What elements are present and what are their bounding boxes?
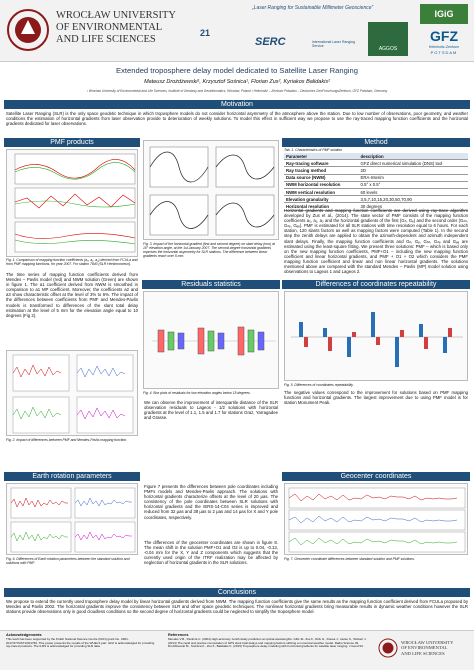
table-row: Data source (NWM) ERA-Interim — [284, 174, 468, 182]
table-header-row: Parameter description — [284, 153, 468, 161]
table-cell: 2D — [358, 166, 468, 175]
section-text: Satellite Laser Ranging (SLR) is the onl… — [6, 111, 468, 127]
header: WROCŁAW UNIVERSITY OF ENVIRONMENTAL AND … — [0, 0, 474, 62]
table-row: NWM vertical resolution 60 levels — [284, 188, 468, 197]
section-heading: Motivation — [4, 100, 470, 109]
affiliations: ¹ Wrocław University of Environmental an… — [86, 89, 388, 93]
footer-university: WROCŁAW UNIVERSITY OF ENVIRONMENTAL AND … — [401, 640, 454, 656]
authors: Mateusz Drożdżewski¹, Krzysztof Sośnica¹… — [144, 79, 330, 85]
table-cell: Ray-tracing software — [284, 159, 359, 168]
table-row: Elevation granularity 3,5,7,10,15,20,30,5… — [284, 195, 468, 204]
table-cell: ERA-Interim — [358, 174, 468, 182]
table-row: NWM horizontal resolution 0.5° x 0.5° — [284, 181, 468, 189]
logo-gfz: GFZ — [430, 28, 458, 44]
figure-caption: Fig. 3. Impact of the horizontal gradien… — [143, 242, 275, 258]
section-heading: Conclusions — [4, 588, 470, 597]
table-cell: Data source (NWM) — [284, 174, 359, 182]
logo-igig: IGiG — [420, 4, 468, 24]
figure-caption: Fig. 5. Differences of coordinates repea… — [284, 383, 354, 387]
table-cell: NWM horizontal resolution — [284, 181, 359, 189]
footer-logo-line: WROCŁAW UNIVERSITY — [401, 640, 454, 645]
table-cell: Ray tracing method — [284, 166, 359, 175]
figure-caption: Fig. 7. Geocenter coordinate differences… — [284, 557, 415, 561]
logo-21: 21 — [200, 28, 211, 38]
university-crest — [7, 9, 49, 51]
logo-aggos: AGGOS — [378, 46, 398, 52]
table-cell: 3,5,7,10,15,20,30,50,70,90 — [358, 195, 468, 204]
figure-coefficients — [6, 149, 138, 257]
section-text: Horizontal gradients and mapping functio… — [284, 208, 468, 275]
table-row: Ray-tracing software GFZ direct numerical… — [284, 159, 468, 168]
footer — [0, 630, 474, 670]
table-cell: NWM vertical resolution — [284, 188, 359, 197]
footer-logo-line: AND LIFE SCIENCES — [401, 650, 445, 656]
table-header: Parameter — [284, 153, 359, 161]
section-text: We can observe the improvement of interq… — [144, 400, 278, 421]
table-row: Ray tracing method 2D — [284, 166, 468, 175]
figure-caption: Fig. 6. Differences of Earth rotation pa… — [6, 557, 130, 565]
table-caption: Tab. 1. Characteristics of PMF solution — [284, 148, 343, 152]
section-heading: Method — [282, 138, 470, 147]
figure-slant-delay — [6, 350, 138, 436]
section-text: The negative values correspond to the im… — [284, 390, 468, 406]
logo-serc: SERC — [255, 36, 286, 48]
parameter-table: Parameter description Ray-tracing softwa… — [284, 153, 468, 211]
footer-heading: References — [168, 633, 189, 637]
table-header: description — [358, 153, 468, 161]
table-wrapper: Parameter description Ray-tracing softwa… — [284, 153, 468, 211]
university-line: WROCŁAW UNIVERSITY — [56, 10, 176, 21]
figure-caption: Fig. 1. Comparison of mapping function c… — [6, 258, 138, 266]
footer-text: Mendes V.B., Pavlis E.C. (2004) High-acc… — [168, 637, 367, 649]
footer-heading: Acknowledgements — [6, 633, 42, 637]
table-cell: 0.5° x 0.5° — [358, 181, 468, 189]
figure-geocenter — [284, 483, 468, 555]
university-name: WROCŁAW UNIVERSITY OF ENVIRONMENTAL AND … — [56, 10, 176, 46]
section-text: We propose to extend the currently used … — [6, 599, 468, 615]
table-row: Horizontal resolution 30 degrees — [284, 202, 468, 211]
table-cell: GFZ direct numerical simulation (DNS) to… — [358, 159, 468, 168]
footer-text: This work has been supported by the Poli… — [6, 637, 155, 649]
logo-helmholtz: Helmholtz-Zentrum — [428, 45, 460, 49]
poster-title: Extended troposphere delay model dedicat… — [116, 66, 358, 75]
table-cell: 30 degrees — [358, 202, 468, 211]
section-heading: Geocenter coordinates — [282, 472, 470, 481]
logo-potsdam: POTSDAM — [430, 50, 458, 55]
logo-aggos-box: AGGOS — [368, 22, 408, 56]
table-cell: Horizontal resolution — [284, 202, 359, 211]
footer-logo-line: OF ENVIRONMENTAL — [401, 645, 448, 651]
logo-ilrs: International Laser Ranging Service — [312, 40, 356, 48]
figure-repeatability — [284, 291, 468, 381]
figure-caption: Fig. 4. Box plots of residuals for low e… — [143, 391, 251, 395]
table-cell: 60 levels — [358, 188, 468, 197]
figure-gradients — [143, 140, 279, 240]
section-heading: Differences of coordinates repeatability — [282, 280, 470, 289]
table-cell: Elevation granularity — [284, 195, 359, 204]
section-text: The differences of the geocenter coordin… — [144, 540, 278, 566]
figure-earth-rotation — [6, 483, 138, 555]
section-heading: PMF products — [4, 138, 140, 147]
section-heading: Residuals statistics — [142, 280, 280, 289]
section-text: Figure 7 presents the differences betwee… — [144, 484, 278, 520]
tagline: „Laser Ranging for Sustainable Millimete… — [252, 5, 374, 11]
figure-caption: Fig. 2. Impact of differences between PM… — [6, 438, 128, 442]
section-text: The time series of mapping function coef… — [6, 272, 138, 318]
university-line: AND LIFE SCIENCES — [56, 34, 156, 45]
university-line: OF ENVIRONMENTAL — [56, 22, 163, 33]
footer-crest — [378, 638, 398, 658]
section-heading: Earth rotation parameters — [4, 472, 140, 481]
figure-box-plots — [143, 291, 279, 389]
